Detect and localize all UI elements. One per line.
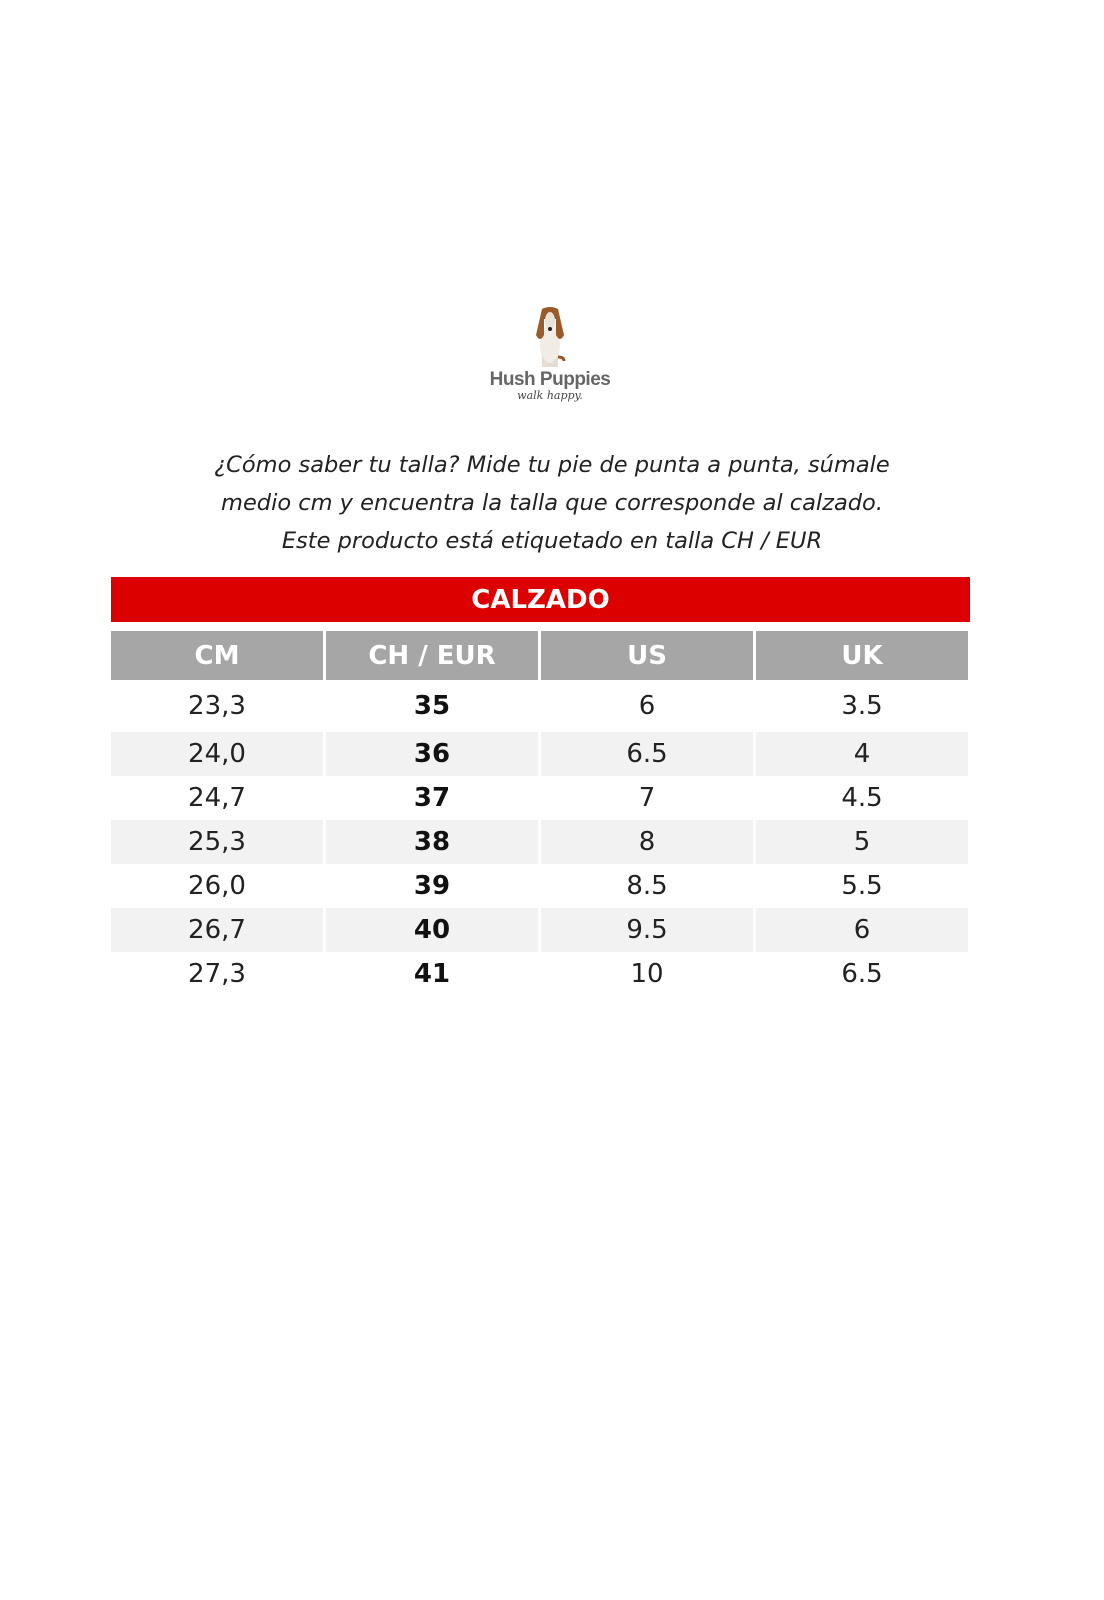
cell-us: 6.5 <box>541 732 753 776</box>
cell-ch-eur: 37 <box>413 783 451 813</box>
basset-hound-logo-icon <box>536 307 566 367</box>
table-row: 25,3 38 8 5 <box>111 820 968 864</box>
cell-us: 9.5 <box>541 908 753 952</box>
column-header-us: US <box>541 631 753 680</box>
cell-uk: 4.5 <box>841 783 883 813</box>
cell-uk: 6 <box>756 908 968 952</box>
cell-us: 8 <box>541 820 753 864</box>
cell-uk: 5 <box>756 820 968 864</box>
cell-ch-eur: 35 <box>413 691 451 721</box>
size-chart-table: CM CH / EUR US UK 23,3 35 6 3.5 24,0 36 6.5 4 24… <box>108 631 971 996</box>
instruction-line: medio cm y encuentra la talla que corres… <box>221 490 883 516</box>
cell-cm: 26,7 <box>111 908 323 952</box>
brand-tagline: walk happy. <box>517 389 583 402</box>
cell-ch-eur: 40 <box>326 908 538 952</box>
cell-uk: 4 <box>756 732 968 776</box>
cell-us: 7 <box>638 783 656 813</box>
column-header-uk: UK <box>756 631 968 680</box>
hush-puppies-logo: Hush Puppies walk happy. <box>470 305 630 402</box>
table-row: 24,0 36 6.5 4 <box>111 732 968 776</box>
cell-ch-eur: 41 <box>413 959 451 989</box>
cell-cm: 23,3 <box>188 691 246 721</box>
table-row: 27,3 41 10 6.5 <box>111 952 968 996</box>
sizing-instructions: ¿Cómo saber tu talla? Mide tu pie de pun… <box>100 446 1004 560</box>
table-row: 26,7 40 9.5 6 <box>111 908 968 952</box>
cell-ch-eur: 36 <box>326 732 538 776</box>
column-header-ch-eur: CH / EUR <box>326 631 538 680</box>
cell-cm: 24,7 <box>188 783 246 813</box>
cell-us: 8.5 <box>626 871 668 901</box>
cell-cm: 25,3 <box>111 820 323 864</box>
cell-ch-eur: 38 <box>326 820 538 864</box>
cell-uk: 5.5 <box>841 871 883 901</box>
cell-uk: 3.5 <box>841 691 883 721</box>
cell-ch-eur: 39 <box>413 871 451 901</box>
cell-uk: 6.5 <box>841 959 883 989</box>
instruction-line: Este producto está etiquetado en talla C… <box>281 528 823 554</box>
cell-cm: 27,3 <box>188 959 246 989</box>
cell-cm: 24,0 <box>111 732 323 776</box>
cell-us: 6 <box>638 691 656 721</box>
cell-cm: 26,0 <box>188 871 246 901</box>
table-title: CALZADO <box>111 577 970 622</box>
column-header-cm: CM <box>111 631 323 680</box>
table-row: 26,0 39 8.5 5.5 <box>111 864 968 908</box>
instruction-line: ¿Cómo saber tu talla? Mide tu pie de pun… <box>214 452 890 478</box>
table-row: 23,3 35 6 3.5 <box>111 680 968 732</box>
brand-name: Hush Puppies <box>489 369 611 390</box>
cell-us: 10 <box>630 959 664 989</box>
table-row: 24,7 37 7 4.5 <box>111 776 968 820</box>
header-row: CM CH / EUR US UK <box>111 631 968 680</box>
